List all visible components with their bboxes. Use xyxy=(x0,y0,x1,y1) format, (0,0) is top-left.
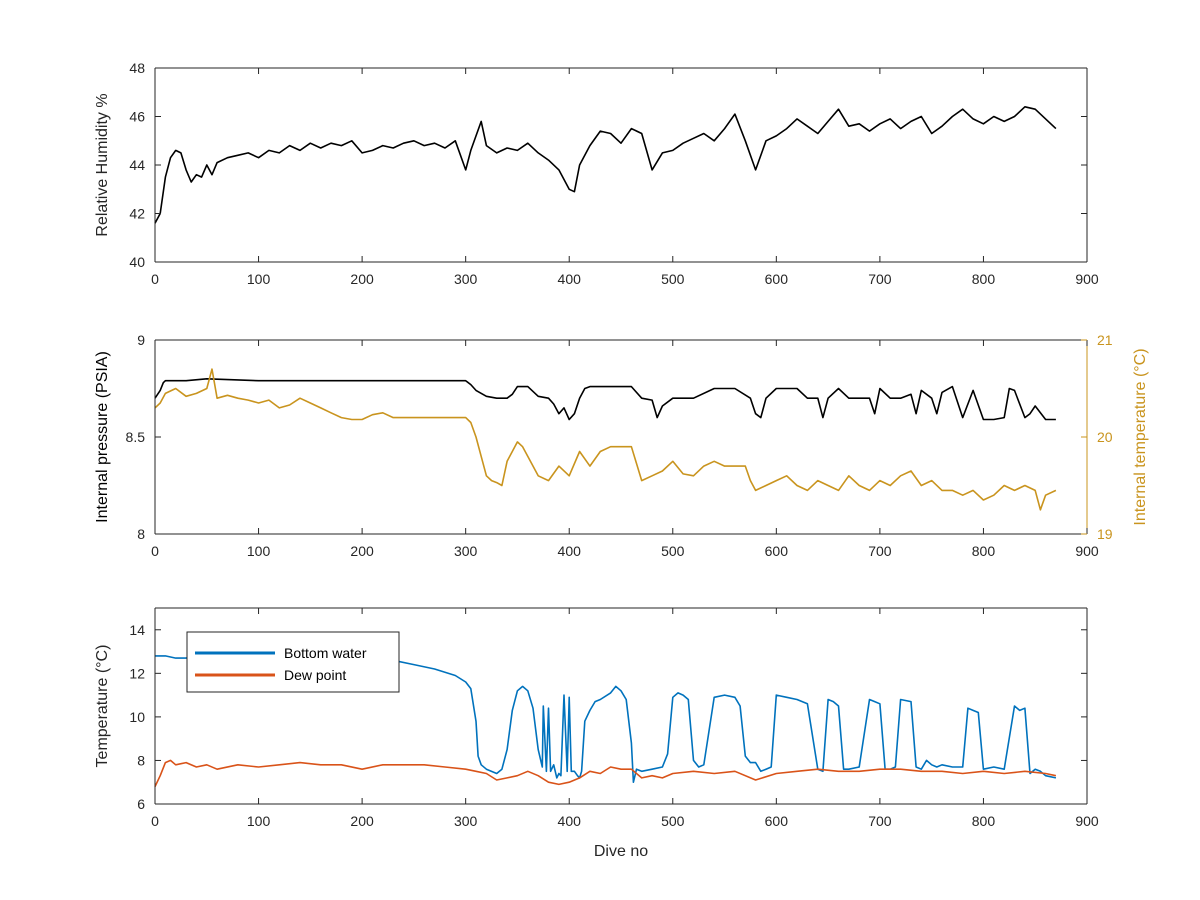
x-tick-label: 700 xyxy=(868,543,892,559)
y-tick-label: 8 xyxy=(137,526,145,542)
right-y-tick-label: 19 xyxy=(1097,526,1113,542)
y-tick-label: 14 xyxy=(129,622,145,638)
series-line-bottom-water xyxy=(155,652,1057,784)
y-tick-label: 9 xyxy=(137,332,145,348)
x-tick-label: 0 xyxy=(151,543,159,559)
x-tick-label: 900 xyxy=(1075,543,1099,559)
x-tick-label: 700 xyxy=(868,813,892,829)
legend-label: Dew point xyxy=(284,667,346,683)
x-tick-label: 400 xyxy=(558,543,582,559)
x-axis-title: Dive no xyxy=(594,843,648,860)
temperature-panel: 0 100 200 300 400 500 600 700 800 900 6 8 10 12 14 Temp… xyxy=(94,607,1099,860)
x-tick-label: 100 xyxy=(247,543,271,559)
x-tick-label: 800 xyxy=(972,813,996,829)
series-line-right-axis xyxy=(154,368,1057,511)
series-line-dew-point xyxy=(154,759,1057,787)
right-y-tick-label: 21 xyxy=(1097,332,1113,348)
x-tick-label: 800 xyxy=(972,543,996,559)
x-tick-label: 500 xyxy=(661,813,685,829)
y-tick-label: 12 xyxy=(129,665,145,681)
plot-area xyxy=(155,340,1087,534)
x-tick-label: 500 xyxy=(661,271,685,287)
pressure-temperature-panel: 0 100 200 300 400 500 600 700 800 900 8 8.5 9 19 20 21 I… xyxy=(94,332,1149,559)
x-tick-label: 300 xyxy=(454,271,478,287)
x-tick-label: 100 xyxy=(247,813,271,829)
x-tick-label: 800 xyxy=(972,271,996,287)
humidity-panel: 0 100 200 300 400 500 600 700 800 900 40 42 44 46 48 Re… xyxy=(94,60,1099,287)
y-tick-label: 8 xyxy=(137,752,145,768)
x-tick-label: 600 xyxy=(765,271,789,287)
y-axis-title: Temperature (°C) xyxy=(94,645,111,768)
x-tick-label: 300 xyxy=(454,813,478,829)
x-tick-label: 400 xyxy=(558,271,582,287)
y-tick-label: 42 xyxy=(129,206,145,222)
x-tick-label: 600 xyxy=(765,813,789,829)
y-tick-label: 44 xyxy=(129,157,145,173)
x-tick-label: 200 xyxy=(350,813,374,829)
legend: Bottom water Dew point xyxy=(186,631,400,693)
x-tick-label: 200 xyxy=(350,543,374,559)
legend-label: Bottom water xyxy=(284,645,367,661)
y-tick-label: 10 xyxy=(129,709,145,725)
plot-area xyxy=(155,68,1087,262)
series-line-left-axis xyxy=(154,106,1057,224)
series-line-left-axis xyxy=(154,377,1056,421)
y-tick-label: 40 xyxy=(129,254,145,270)
y-tick-label: 8.5 xyxy=(126,429,146,445)
x-tick-label: 0 xyxy=(151,813,159,829)
y-axis-title: Internal pressure (PSIA) xyxy=(94,351,111,523)
x-tick-label: 500 xyxy=(661,543,685,559)
right-y-axis-title: Internal temperature (°C) xyxy=(1132,348,1149,525)
x-tick-label: 100 xyxy=(247,271,271,287)
y-tick-label: 46 xyxy=(129,109,145,125)
x-tick-label: 300 xyxy=(454,543,478,559)
x-tick-label: 700 xyxy=(868,271,892,287)
right-y-tick-label: 20 xyxy=(1097,429,1113,445)
x-tick-label: 400 xyxy=(558,813,582,829)
y-tick-label: 6 xyxy=(137,796,145,812)
x-tick-label: 0 xyxy=(151,271,159,287)
x-tick-label: 900 xyxy=(1075,271,1099,287)
y-tick-label: 48 xyxy=(129,60,145,76)
x-tick-label: 600 xyxy=(765,543,789,559)
x-tick-label: 900 xyxy=(1075,813,1099,829)
x-tick-label: 200 xyxy=(350,271,374,287)
legend-box xyxy=(186,631,400,693)
y-axis-title: Relative Humidity % xyxy=(94,93,111,236)
